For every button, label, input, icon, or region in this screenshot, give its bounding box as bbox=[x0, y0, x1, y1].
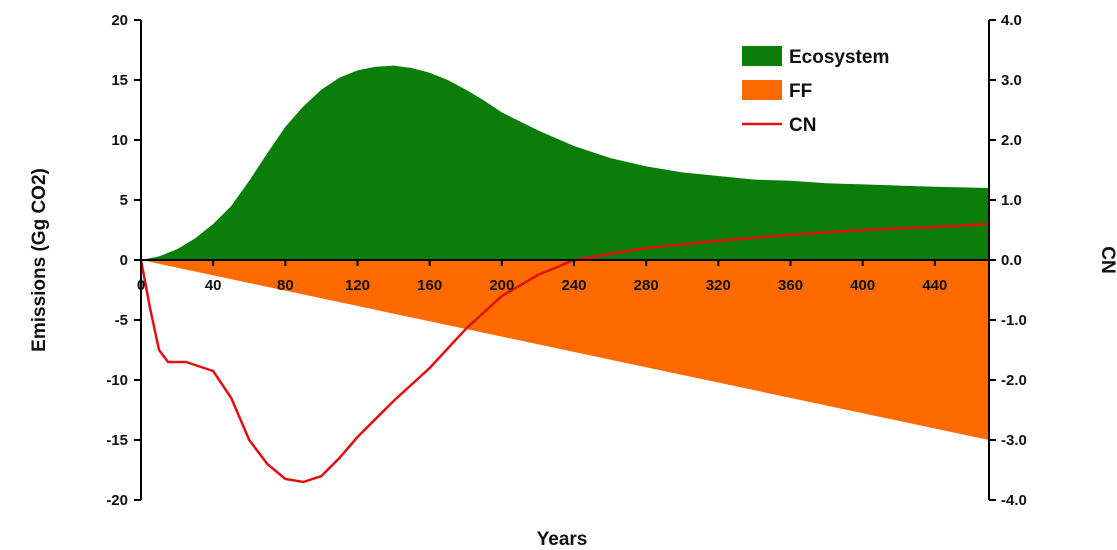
x-tick-label: 160 bbox=[417, 277, 442, 294]
series-layer bbox=[139, 65, 990, 484]
y-tick-label: -20 bbox=[106, 492, 128, 509]
y2-tick-label: 3.0 bbox=[1001, 72, 1022, 89]
y2-tick-label: 1.0 bbox=[1001, 192, 1022, 209]
y-tick-label: -10 bbox=[106, 372, 128, 389]
legend-label-ecosystem: Ecosystem bbox=[789, 47, 889, 68]
x-tick-label: 120 bbox=[345, 277, 370, 294]
y-tick-label: 5 bbox=[120, 192, 128, 209]
x-tick-label: 200 bbox=[489, 277, 514, 294]
y-tick-label: 0 bbox=[120, 252, 128, 269]
x-tick-label: 240 bbox=[562, 277, 587, 294]
x-tick-label: 80 bbox=[277, 277, 294, 294]
y2-tick-label: 2.0 bbox=[1001, 132, 1022, 149]
line-cn bbox=[139, 222, 990, 484]
y2-tick-label: -1.0 bbox=[1001, 312, 1027, 329]
y-tick-label: -15 bbox=[106, 432, 128, 449]
x-tick-label: 400 bbox=[850, 277, 875, 294]
x-tick-label: 440 bbox=[922, 277, 947, 294]
y2-axis-title: CN bbox=[1097, 246, 1117, 273]
y2-tick-label: -2.0 bbox=[1001, 372, 1027, 389]
y-tick-label: 15 bbox=[111, 72, 128, 89]
ticks-layer: 20 15 10 5 0 -5 -10 -15 -20 4.0 3.0 2.0 1.0 0.0 -1.0 -2… bbox=[106, 12, 1027, 509]
x-tick-label: 0 bbox=[137, 277, 145, 294]
legend-swatch-ff bbox=[742, 80, 782, 100]
x-tick-label: 40 bbox=[205, 277, 222, 294]
y-tick-label: -5 bbox=[115, 312, 128, 329]
x-axis-title: Years bbox=[537, 529, 588, 550]
y-tick-label: 10 bbox=[111, 132, 128, 149]
y-tick-label: 20 bbox=[111, 12, 128, 29]
legend-label-cn: CN bbox=[789, 115, 816, 136]
y2-tick-label: -4.0 bbox=[1001, 492, 1027, 509]
legend-swatch-ecosystem bbox=[742, 46, 782, 66]
y-axis-title: Emissions (Gg CO2) bbox=[29, 168, 50, 352]
legend-label-ff: FF bbox=[789, 81, 812, 102]
legend: Ecosystem FF CN bbox=[742, 46, 889, 136]
x-tick-label: 280 bbox=[634, 277, 659, 294]
x-tick-label: 320 bbox=[706, 277, 731, 294]
x-tick-label: 360 bbox=[778, 277, 803, 294]
y2-tick-label: 0.0 bbox=[1001, 252, 1022, 269]
area-ff bbox=[141, 260, 989, 440]
y2-tick-label: 4.0 bbox=[1001, 12, 1022, 29]
y2-tick-label: -3.0 bbox=[1001, 432, 1027, 449]
area-ecosystem bbox=[141, 65, 989, 260]
